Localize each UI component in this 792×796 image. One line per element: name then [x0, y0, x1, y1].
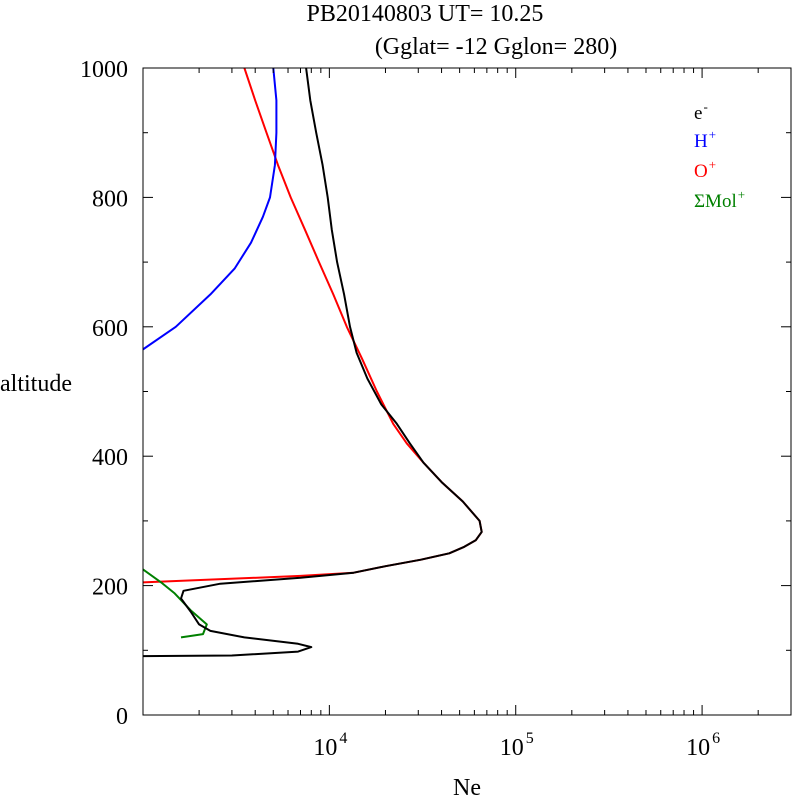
y-tick-label: 0	[116, 704, 128, 730]
y-tick-label: 800	[92, 186, 128, 212]
legend-entry: ΣMol	[694, 191, 737, 212]
series-line-0	[143, 68, 483, 584]
y-axis-label: altitude	[0, 371, 72, 397]
tick-layer	[142, 67, 792, 716]
x-tick-label: 10	[313, 735, 337, 761]
series-line-1	[143, 68, 278, 351]
chart-title: PB20140803 UT= 10.25	[307, 1, 544, 27]
x-tick-labels: 10 4 10 5 10 6	[313, 730, 720, 761]
legend-entry: H	[694, 131, 708, 152]
y-tick-label: 1000	[80, 57, 128, 83]
legend-entry: O	[694, 161, 708, 182]
y-tick-label: 600	[92, 316, 128, 342]
y-tick-labels: 0 200 400 600 800 1000	[80, 57, 128, 730]
legend: e -H +O +ΣMol +	[694, 99, 745, 212]
y-tick-label: 200	[92, 575, 128, 601]
legend-entry-superscript: +	[709, 127, 716, 142]
x-tick-exponent: 5	[526, 730, 534, 747]
legend-entry-superscript: +	[738, 187, 745, 202]
legend-entry: e	[694, 103, 702, 124]
chart-subtitle: (Gglat= -12 Gglon= 280)	[375, 34, 617, 60]
legend-entry-superscript: -	[703, 99, 707, 114]
series-layer	[143, 68, 483, 658]
x-tick-label: 10	[686, 735, 710, 761]
y-tick-label: 400	[92, 445, 128, 471]
series-line-3	[143, 68, 483, 658]
legend-entry-superscript: +	[709, 157, 716, 172]
x-tick-label: 10	[500, 735, 524, 761]
x-tick-exponent: 4	[339, 730, 347, 747]
x-axis-label: Ne	[453, 775, 481, 796]
x-tick-exponent: 6	[712, 730, 720, 747]
